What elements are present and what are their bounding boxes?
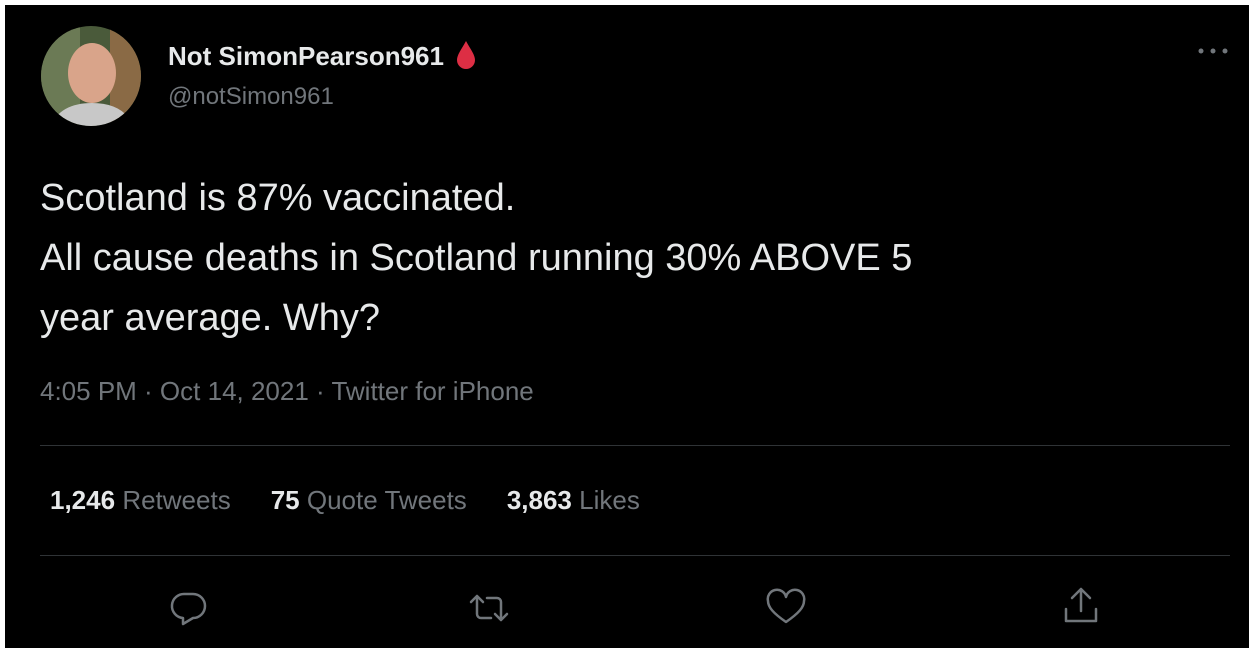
timestamp[interactable]: 4:05 PM · Oct 14, 2021 · Twitter for iPh…: [40, 376, 534, 406]
stat-count: 75: [270, 485, 300, 515]
blood-drop: [457, 41, 476, 69]
retweet-button[interactable]: [467, 588, 511, 628]
stat[interactable]: 1,246 Retweets: [50, 485, 231, 515]
like-button[interactable]: [765, 588, 807, 628]
display-name[interactable]: Not SimonPearson961: [168, 39, 477, 72]
text-line: Scotland is 87% vaccinated.: [40, 177, 516, 219]
name-text[interactable]: Not SimonPearson961: [168, 41, 444, 71]
stat-count: 3,863: [506, 485, 572, 515]
share-button[interactable]: [1061, 585, 1101, 627]
divider: [40, 555, 1230, 556]
text-line: year average. Why?: [40, 297, 381, 339]
stat[interactable]: 75 Quote Tweets: [271, 485, 467, 515]
stats: 1,246 Retweets 75 Quote Tweets 3,863 Likes: [50, 485, 680, 516]
tweet-card: Not SimonPearson961 @notSimon961 Scotlan…: [5, 5, 1249, 648]
stat-label: Retweets: [122, 485, 231, 515]
stat[interactable]: 3,863 Likes: [507, 485, 640, 515]
stat-label: Likes: [579, 485, 640, 515]
tweet-text: Scotland is 87% vaccinated. All cause dea…: [40, 168, 912, 348]
more-button[interactable]: [1195, 43, 1235, 59]
divider: [40, 445, 1230, 446]
reply-button[interactable]: [169, 588, 209, 628]
stat-count: 1,246: [50, 485, 116, 515]
avatar[interactable]: [40, 25, 142, 127]
handle[interactable]: @notSimon961: [168, 83, 334, 110]
stat-label: Quote Tweets: [306, 485, 467, 515]
text-line: All cause deaths in Scotland running 30%…: [40, 237, 913, 279]
